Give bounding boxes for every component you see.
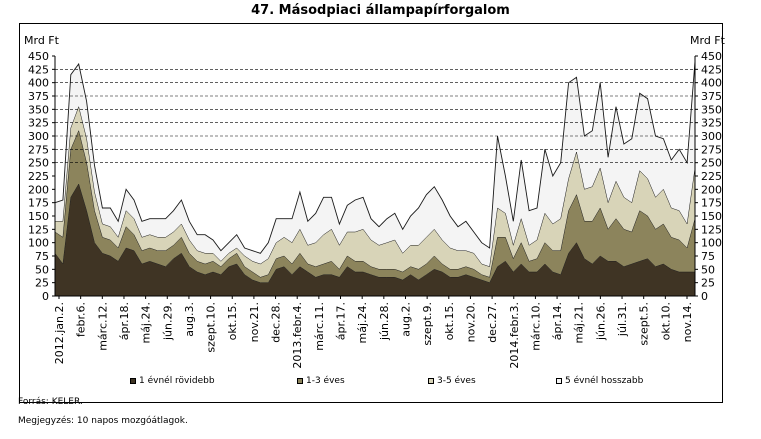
x-tick-label: szept.9. bbox=[421, 302, 434, 346]
y-tick-label-right: 275 bbox=[701, 143, 722, 156]
legend-label-short: 1 évnél rövidebb bbox=[139, 376, 215, 386]
y-tick-label-left: 400 bbox=[28, 77, 49, 90]
x-tick-label: 2014.febr.3. bbox=[508, 302, 521, 369]
chart-title: 47. Másodpiaci állampapírforgalom bbox=[251, 3, 510, 18]
y-tick-label-right: 425 bbox=[701, 63, 722, 76]
x-tick-label: ápr.17. bbox=[335, 302, 348, 340]
x-tick-label: máj.24. bbox=[356, 302, 369, 344]
x-tick-label: 2013.febr.4. bbox=[291, 302, 304, 369]
y-tick-label-left: 425 bbox=[28, 63, 49, 76]
legend-swatch-short bbox=[130, 378, 136, 384]
x-tick-label: nov.20. bbox=[464, 302, 477, 342]
y-tick-label-right: 125 bbox=[701, 223, 722, 236]
legend-swatch-1-3 bbox=[297, 378, 303, 384]
y-axis-unit-right: Mrd Ft bbox=[690, 34, 725, 47]
y-tick-label-right: 0 bbox=[701, 290, 708, 303]
y-tick-label-right: 250 bbox=[701, 157, 722, 170]
x-tick-label: júl.31. bbox=[616, 302, 629, 337]
series-line-4 bbox=[54, 61, 696, 254]
x-tick-label: jún.26. bbox=[594, 302, 607, 341]
y-tick-label-left: 200 bbox=[28, 183, 49, 196]
y-tick-label-right: 350 bbox=[701, 103, 722, 116]
legend-item-short: 1 évnél rövidebb bbox=[130, 376, 215, 386]
x-tick-label: dec.27. bbox=[486, 302, 499, 343]
y-tick-label-left: 250 bbox=[28, 157, 49, 170]
y-tick-label-left: 325 bbox=[28, 117, 49, 130]
x-tick-label: okt.15. bbox=[443, 302, 456, 340]
series-area-3 bbox=[55, 106, 695, 278]
series-area-4 bbox=[55, 61, 695, 267]
footnote: Megjegyzés: 10 napos mozgóátlagok. bbox=[18, 416, 188, 426]
series-area-1 bbox=[55, 184, 695, 296]
legend-label-long: 5 évnél hosszabb bbox=[565, 376, 644, 386]
x-tick-label: márc.10. bbox=[529, 302, 542, 351]
y-tick-label-left: 75 bbox=[35, 250, 49, 263]
x-tick-label: szept.5. bbox=[638, 302, 651, 346]
x-tick-label: aug.3. bbox=[183, 302, 196, 337]
x-tick-label: ápr.14. bbox=[551, 302, 564, 340]
y-tick-label-left: 450 bbox=[28, 50, 49, 63]
x-tick-label: dec.28. bbox=[270, 302, 283, 343]
x-tick-label: okt.15. bbox=[226, 302, 239, 340]
y-tick-label-right: 100 bbox=[701, 237, 722, 250]
legend-label-3-5: 3-5 éves bbox=[437, 376, 476, 386]
legend-item-3-5: 3-5 éves bbox=[428, 376, 476, 386]
x-tick-label: 2012.jan.2. bbox=[53, 302, 66, 364]
y-tick-label-left: 350 bbox=[28, 103, 49, 116]
y-tick-label-right: 400 bbox=[701, 77, 722, 90]
series-line-2 bbox=[54, 129, 696, 278]
y-tick-label-right: 300 bbox=[701, 130, 722, 143]
legend-item-1-3: 1-3 éves bbox=[297, 376, 345, 386]
legend-swatch-3-5 bbox=[428, 378, 434, 384]
y-tick-label-left: 300 bbox=[28, 130, 49, 143]
y-tick-label-left: 150 bbox=[28, 210, 49, 223]
y-tick-label-right: 225 bbox=[701, 170, 722, 183]
y-tick-label-right: 450 bbox=[701, 50, 722, 63]
x-tick-label: febr.6. bbox=[75, 302, 88, 337]
y-tick-label-left: 100 bbox=[28, 237, 49, 250]
y-tick-label-left: 175 bbox=[28, 197, 49, 210]
chart-frame bbox=[19, 23, 723, 403]
source-note: Forrás: KELER. bbox=[18, 397, 83, 407]
y-tick-label-right: 325 bbox=[701, 117, 722, 130]
x-tick-label: aug.2. bbox=[399, 302, 412, 337]
x-tick-label: máj.21. bbox=[573, 302, 586, 344]
y-tick-label-right: 150 bbox=[701, 210, 722, 223]
y-axis-unit-left: Mrd Ft bbox=[24, 34, 59, 47]
y-tick-label-right: 50 bbox=[701, 263, 715, 276]
series-line-1 bbox=[54, 183, 695, 284]
x-tick-label: jún.28. bbox=[378, 302, 391, 341]
x-tick-label: nov.21. bbox=[248, 302, 261, 342]
y-tick-label-left: 275 bbox=[28, 143, 49, 156]
y-tick-label-left: 50 bbox=[35, 263, 49, 276]
series-line-3 bbox=[55, 105, 696, 268]
x-tick-label: nov.14. bbox=[681, 302, 694, 342]
y-tick-label-left: 125 bbox=[28, 223, 49, 236]
y-tick-label-right: 25 bbox=[701, 277, 715, 290]
y-tick-label-left: 0 bbox=[42, 290, 49, 303]
x-tick-label: jún.29. bbox=[161, 302, 174, 341]
y-tick-label-left: 375 bbox=[28, 90, 49, 103]
y-tick-label-right: 175 bbox=[701, 197, 722, 210]
legend-label-1-3: 1-3 éves bbox=[306, 376, 345, 386]
x-tick-label: márc.12. bbox=[96, 302, 109, 351]
x-tick-label: ápr.18. bbox=[118, 302, 131, 340]
legend-item-long: 5 évnél hosszabb bbox=[556, 376, 643, 386]
x-tick-label: máj.24. bbox=[140, 302, 153, 344]
x-tick-label: márc.11. bbox=[313, 302, 326, 351]
x-tick-label: okt.10. bbox=[659, 302, 672, 340]
y-tick-label-right: 375 bbox=[701, 90, 722, 103]
legend-swatch-long bbox=[556, 378, 562, 384]
y-tick-label-left: 225 bbox=[28, 170, 49, 183]
y-tick-label-right: 75 bbox=[701, 250, 715, 263]
y-tick-label-right: 200 bbox=[701, 183, 722, 196]
x-tick-label: szept.10. bbox=[205, 302, 218, 353]
y-tick-label-left: 25 bbox=[35, 277, 49, 290]
